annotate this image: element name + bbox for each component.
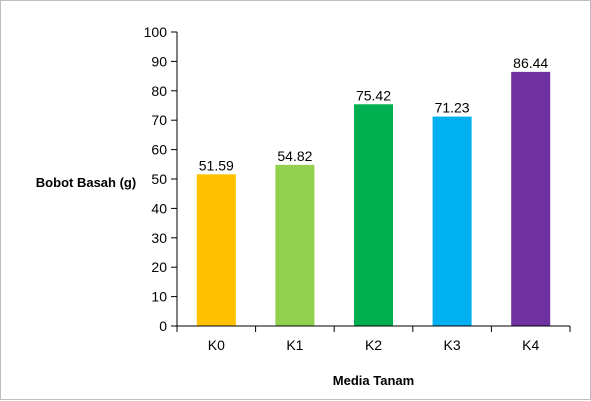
y-tick-label: 40 — [151, 200, 167, 216]
x-axis-title: Media Tanam — [333, 373, 414, 388]
data-label-k2: 75.42 — [356, 87, 391, 103]
y-tick-label: 30 — [151, 230, 167, 246]
bar-k3 — [432, 116, 472, 326]
x-tick-label-k4: K4 — [522, 337, 539, 353]
y-tick-label: 20 — [151, 259, 167, 275]
bars: 51.59 54.82 75.42 71.23 86.44 — [196, 55, 551, 327]
y-tick-label: 10 — [151, 289, 167, 305]
x-tick-label-k0: K0 — [208, 337, 225, 353]
data-label-k1: 54.82 — [277, 148, 312, 164]
data-label-k3: 71.23 — [435, 100, 470, 116]
data-label-k4: 86.44 — [513, 55, 548, 71]
bar-k0 — [196, 174, 236, 326]
y-axis-title: Bobot Basah (g) — [36, 175, 136, 190]
y-tick-label: 60 — [151, 142, 167, 158]
bar-k4 — [511, 71, 551, 327]
bar-k2 — [354, 104, 393, 326]
y-tick-label: 100 — [144, 24, 168, 40]
y-tick-label: 80 — [151, 83, 167, 99]
data-label-k0: 51.59 — [199, 157, 234, 173]
x-axis-ticks: K0 K1 K2 K3 K4 — [176, 326, 571, 353]
bar-k1 — [275, 164, 315, 326]
y-tick-label: 90 — [151, 53, 167, 69]
y-tick-label: 0 — [159, 318, 167, 334]
x-tick-label-k3: K3 — [444, 337, 461, 353]
y-tick-label: 70 — [151, 112, 167, 128]
y-axis-ticks: 0 10 20 30 40 50 60 70 80 90 100 — [144, 24, 177, 334]
y-tick-label: 50 — [151, 171, 167, 187]
x-tick-label-k1: K1 — [286, 337, 303, 353]
x-tick-label-k2: K2 — [365, 337, 382, 353]
